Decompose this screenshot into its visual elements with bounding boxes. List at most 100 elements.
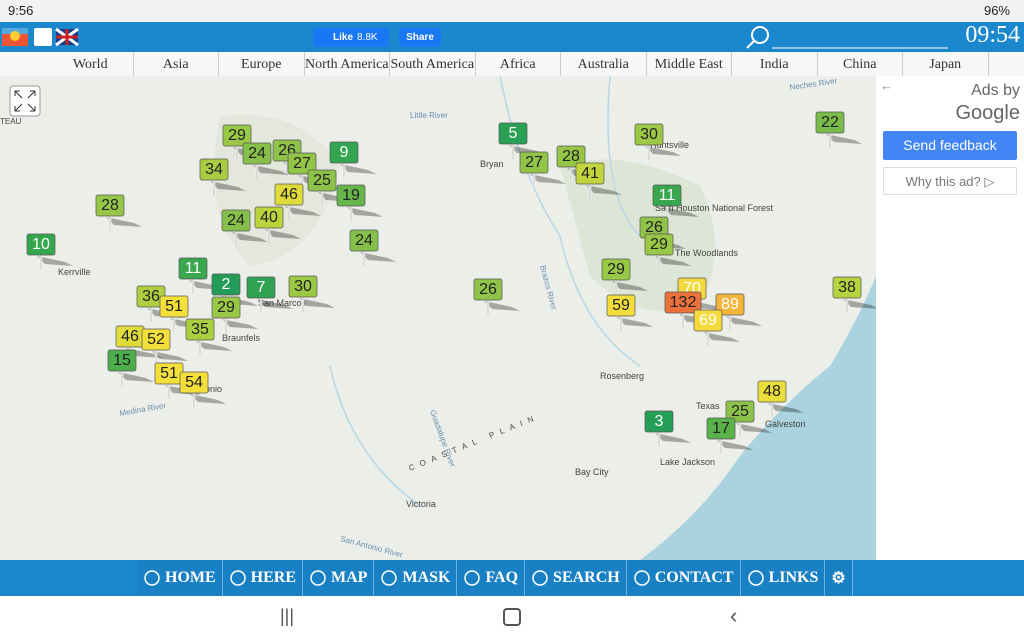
nav-label: MASK bbox=[402, 569, 451, 586]
marker-shadow bbox=[768, 403, 804, 413]
marker-value: 51 bbox=[160, 365, 178, 382]
aqi-marker[interactable]: 30 bbox=[634, 123, 681, 160]
marker-shadow bbox=[726, 316, 762, 326]
region-link[interactable]: India bbox=[732, 52, 818, 76]
nav-icon bbox=[633, 570, 650, 586]
aqi-marker[interactable]: 38 bbox=[832, 276, 876, 313]
nav-icon bbox=[310, 570, 326, 586]
region-link[interactable]: Australia bbox=[561, 52, 647, 76]
aqi-marker[interactable]: 25 bbox=[307, 169, 354, 206]
marker-shadow bbox=[196, 341, 232, 351]
marker-box bbox=[95, 194, 125, 217]
marker-box bbox=[693, 309, 723, 332]
aqi-marker[interactable]: 29 bbox=[601, 258, 648, 295]
aqi-marker[interactable]: 11 bbox=[652, 184, 699, 221]
aqi-marker[interactable]: 46 bbox=[274, 183, 321, 220]
region-link[interactable]: China bbox=[818, 52, 903, 76]
marker-value: 54 bbox=[185, 374, 203, 391]
aqi-marker[interactable]: 25 bbox=[725, 400, 772, 437]
marker-shadow bbox=[222, 319, 258, 329]
region-link[interactable]: Africa bbox=[476, 52, 561, 76]
aqi-marker[interactable]: 17 bbox=[706, 417, 753, 454]
marker-box bbox=[815, 111, 845, 134]
marker-value: 29 bbox=[650, 236, 668, 253]
back-arrow[interactable]: ← bbox=[880, 78, 893, 93]
aqi-marker[interactable]: 52 bbox=[141, 328, 188, 365]
aqi-marker[interactable]: 69 bbox=[693, 309, 740, 346]
region-link[interactable]: World bbox=[48, 52, 134, 76]
marker-value: 38 bbox=[838, 279, 856, 296]
marker-shadow bbox=[285, 206, 321, 216]
share-button[interactable]: Share bbox=[399, 28, 441, 47]
marker-shadow bbox=[360, 252, 396, 262]
place-label: Bryan bbox=[480, 159, 504, 169]
marker-box bbox=[715, 293, 745, 316]
aqi-marker[interactable]: 29 bbox=[211, 296, 258, 333]
aqi-marker[interactable]: 59 bbox=[606, 294, 653, 331]
aqi-marker[interactable]: 10 bbox=[26, 233, 73, 270]
marker-value: 25 bbox=[313, 172, 331, 189]
marker-box bbox=[178, 257, 208, 280]
marker-shadow bbox=[586, 185, 622, 195]
aqi-marker[interactable]: 41 bbox=[575, 162, 622, 199]
aqi-marker[interactable]: 40 bbox=[254, 206, 301, 243]
aqi-marker[interactable]: 24 bbox=[349, 229, 396, 266]
nav-icon bbox=[144, 570, 160, 586]
flags[interactable] bbox=[2, 26, 82, 48]
aqi-marker[interactable]: 30 bbox=[288, 275, 335, 312]
marker-shadow bbox=[257, 299, 293, 309]
like-button[interactable]: Like 8.8K bbox=[313, 28, 389, 47]
aqi-marker[interactable]: 24 bbox=[221, 209, 268, 246]
nav-item[interactable]: SEARCH bbox=[525, 560, 627, 596]
marker-shadow bbox=[118, 372, 154, 382]
region-link[interactable]: North America bbox=[305, 52, 390, 76]
search-box[interactable] bbox=[744, 24, 954, 50]
aqi-marker[interactable]: 19 bbox=[336, 184, 383, 221]
aqi-marker[interactable]: 29 bbox=[644, 233, 691, 270]
place-label: The Woodlands bbox=[675, 248, 738, 258]
aqi-marker[interactable]: 15 bbox=[107, 349, 154, 386]
nav-icon bbox=[229, 570, 246, 586]
nav-item[interactable]: HOME bbox=[137, 560, 223, 596]
aqi-marker[interactable]: 26 bbox=[473, 278, 520, 315]
region-link[interactable]: Europe bbox=[219, 52, 305, 76]
marker-shadow bbox=[210, 181, 246, 191]
region-link[interactable]: Japan bbox=[903, 52, 989, 76]
aqi-marker[interactable]: 28 bbox=[95, 194, 142, 231]
aqi-marker[interactable]: 3 bbox=[644, 410, 691, 447]
nav-item[interactable]: MAP bbox=[303, 560, 375, 596]
marker-box bbox=[211, 296, 241, 319]
aqi-marker[interactable]: 48 bbox=[757, 380, 804, 417]
why-this-ad[interactable]: Why this ad? ▷ bbox=[883, 167, 1017, 195]
place-label: Little River bbox=[410, 111, 448, 120]
region-link[interactable]: Asia bbox=[134, 52, 219, 76]
aqi-marker[interactable]: 27 bbox=[519, 151, 566, 188]
aqi-marker[interactable]: 22 bbox=[815, 111, 862, 148]
marker-box bbox=[242, 142, 272, 165]
send-feedback[interactable]: Send feedback bbox=[883, 131, 1017, 160]
aqi-marker[interactable]: 89 bbox=[715, 293, 762, 330]
aqi-marker[interactable]: 34 bbox=[199, 158, 246, 195]
marker-box bbox=[336, 184, 366, 207]
aqi-marker[interactable]: 35 bbox=[185, 318, 232, 355]
nav-item[interactable]: CONTACT bbox=[627, 560, 741, 596]
marker-box bbox=[288, 275, 318, 298]
nav-item[interactable]: HERE bbox=[223, 560, 304, 596]
settings[interactable]: ⚙ bbox=[825, 560, 853, 596]
marker-box bbox=[634, 123, 664, 146]
marker-value: 28 bbox=[101, 197, 119, 214]
nav-item[interactable]: LINKS bbox=[741, 560, 826, 596]
region-link[interactable]: Middle East bbox=[647, 52, 732, 76]
nav-icon bbox=[464, 570, 481, 586]
nav-item[interactable]: FAQ bbox=[457, 560, 526, 596]
region-link[interactable]: South America bbox=[390, 52, 476, 76]
aqi-marker[interactable]: 7 bbox=[246, 276, 293, 313]
aqi-marker[interactable]: 54 bbox=[179, 371, 226, 408]
marker-box bbox=[832, 276, 862, 299]
nav-item[interactable]: MASK bbox=[374, 560, 458, 596]
place-label: TEAU bbox=[0, 117, 22, 126]
aqi-marker[interactable]: 24 bbox=[242, 142, 289, 179]
map[interactable]: Kerrville San Marcos Braunfels onio Bryan Hun… bbox=[0, 76, 876, 560]
marker-value: 19 bbox=[342, 187, 360, 204]
aqi-marker[interactable]: 9 bbox=[329, 141, 376, 178]
